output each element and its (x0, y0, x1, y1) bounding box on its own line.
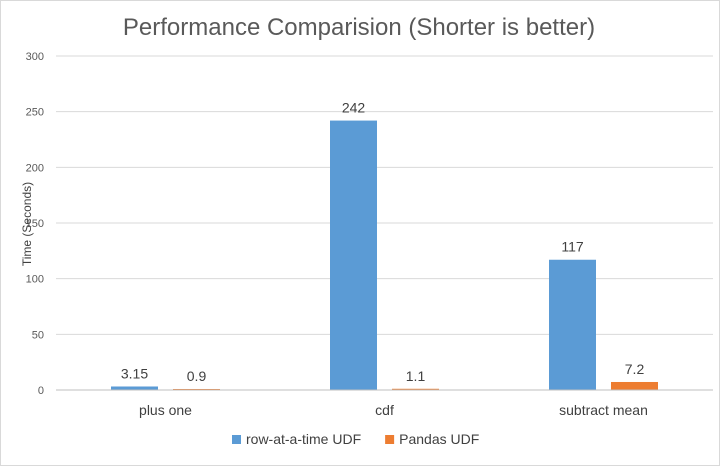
legend-label: Pandas UDF (399, 431, 479, 447)
data-label: 0.9 (187, 368, 207, 384)
bar (111, 386, 158, 390)
bar (611, 381, 658, 390)
y-tick-label: 200 (26, 162, 44, 174)
bars (111, 120, 658, 390)
y-tick-label: 0 (38, 385, 44, 397)
legend-label: row-at-a-time UDF (246, 431, 361, 447)
x-tick-label: cdf (375, 402, 394, 418)
data-labels: 3.15 0.9 242 1.1 117 7.2 (121, 100, 645, 384)
y-axis-title: Time (Seconds) (20, 182, 34, 266)
y-tick-label: 150 (26, 218, 44, 230)
legend-swatch (232, 435, 241, 444)
data-label: 3.15 (121, 365, 148, 381)
x-tick-label: subtract mean (559, 402, 648, 418)
chart-title: Performance Comparision (Shorter is bett… (123, 14, 595, 41)
gridlines (56, 55, 713, 335)
y-tick-label: 100 (26, 274, 44, 286)
bar (549, 259, 596, 390)
data-label: 7.2 (625, 361, 645, 377)
legend: row-at-a-time UDF Pandas UDF (232, 431, 479, 447)
y-tick-label: 300 (26, 51, 44, 63)
bar (392, 388, 439, 390)
y-tick-label: 250 (26, 107, 44, 119)
bar (330, 120, 377, 390)
axes: 0 50 100 150 200 250 300 plus one cdf subtract me… (26, 51, 713, 418)
bar (173, 388, 220, 390)
legend-swatch (385, 435, 395, 444)
data-label: 1.1 (406, 368, 426, 384)
y-tick-label: 50 (32, 329, 44, 341)
data-label: 242 (342, 100, 366, 116)
x-tick-label: plus one (139, 402, 192, 418)
data-label: 117 (561, 239, 584, 255)
